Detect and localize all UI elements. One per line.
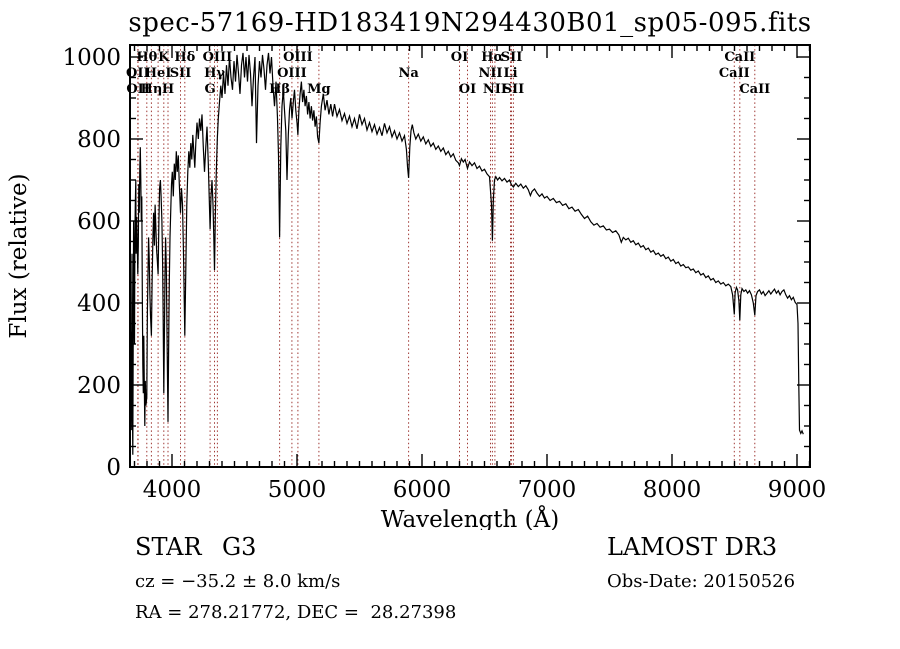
svg-text:CaII: CaII [719,66,750,81]
svg-text:Li: Li [503,66,517,81]
svg-text:600: 600 [77,209,121,235]
svg-text:G: G [205,82,216,97]
cz-value: cz = −35.2 ± 8.0 km/s [135,571,341,592]
svg-text:9000: 9000 [768,477,827,503]
x-axis-title: Wavelength (Å) [381,505,559,530]
plot-title: spec-57169-HD183419N294430B01_sp05-095.f… [128,8,812,38]
svg-text:SII: SII [501,50,523,65]
svg-text:Hθ: Hθ [136,50,157,65]
svg-text:SII: SII [170,66,192,81]
svg-text:OI: OI [451,50,468,65]
svg-text:Mg: Mg [307,82,330,97]
svg-text:OI: OI [459,82,476,97]
plot-frame [129,44,811,468]
svg-text:8000: 8000 [643,477,702,503]
svg-text:4000: 4000 [143,477,202,503]
svg-text:Hγ: Hγ [204,66,225,81]
y-axis [130,56,810,468]
svg-text:5000: 5000 [268,477,327,503]
svg-text:Hα: Hα [481,50,503,65]
svg-text:OIII: OIII [203,50,233,65]
object-subclass: G3 [222,533,257,561]
spectrum-curve [129,52,804,455]
spectral-line-labels: OIIOIIHθHηHeIKHSIIHδGHγOIIIHβOIIIOIIIMgN… [126,50,770,97]
svg-text:SII: SII [503,82,525,97]
spectrum-plot: OIIOIIHθHηHeIKHSIIHδGHγOIIIHβOIIIOIIIMgN… [6,44,827,533]
svg-text:CaII: CaII [739,82,770,97]
svg-text:OIII: OIII [277,66,307,81]
x-axis [133,45,811,467]
svg-text:Hδ: Hδ [174,50,195,65]
svg-text:Hβ: Hβ [269,82,290,97]
svg-text:NII: NII [483,82,507,97]
svg-text:OII: OII [126,82,150,97]
svg-text:0: 0 [106,455,121,481]
y-axis-tick-labels: 0 200 400 600 800 1000 [62,45,121,481]
svg-text:OIII: OIII [283,50,313,65]
svg-text:Hη: Hη [141,82,163,97]
svg-text:CaII: CaII [724,50,755,65]
svg-text:800: 800 [77,127,121,153]
svg-text:HeI: HeI [145,66,172,81]
svg-text:200: 200 [77,373,121,399]
svg-text:H: H [162,82,174,97]
obs-date: Obs-Date: 20150526 [607,571,796,592]
survey-release: LAMOST DR3 [607,533,778,561]
svg-text:6000: 6000 [393,477,452,503]
svg-text:NII: NII [478,66,502,81]
svg-text:400: 400 [77,291,121,317]
y-axis-title: Flux (relative) [6,173,32,338]
svg-text:1000: 1000 [62,45,121,71]
x-axis-tick-labels: 4000 5000 6000 7000 8000 9000 [143,477,827,503]
svg-text:7000: 7000 [518,477,577,503]
ra-dec-value: RA = 278.21772, DEC = 28.27398 [135,602,457,623]
svg-text:K: K [158,50,170,65]
svg-text:Na: Na [398,66,419,81]
object-class: STAR [135,533,202,561]
